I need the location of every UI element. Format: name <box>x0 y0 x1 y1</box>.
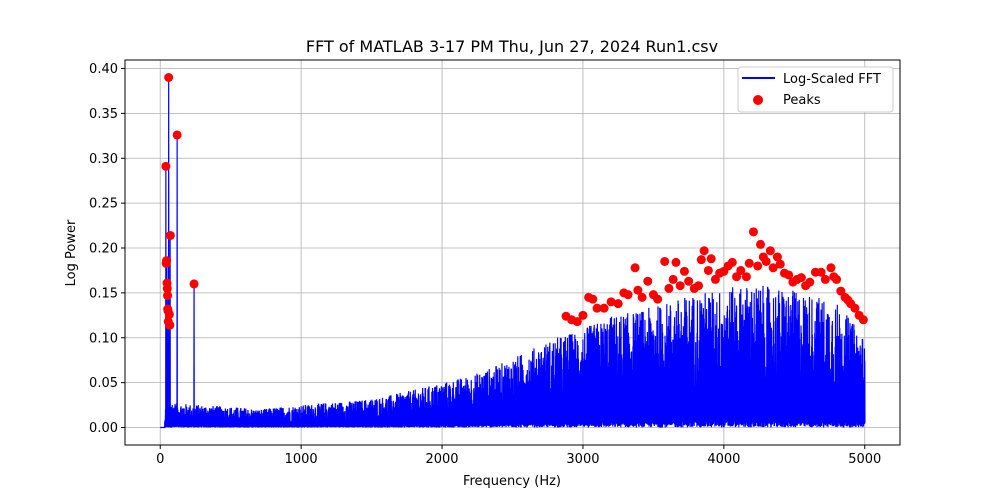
peak-point <box>832 274 842 284</box>
peak-point <box>578 310 588 320</box>
peak-point <box>165 320 175 330</box>
y-tick-label: 0.10 <box>89 331 118 346</box>
peak-point <box>653 294 663 304</box>
peak-point <box>694 281 703 291</box>
peak-point <box>826 263 836 273</box>
y-tick-label: 0.40 <box>89 62 118 77</box>
peak-point <box>761 256 771 266</box>
peak-point <box>679 266 689 276</box>
peak-point <box>741 272 751 282</box>
y-tick-label: 0.15 <box>89 286 118 301</box>
x-axis-ticks: 0 1000 2000 3000 4000 5000 <box>156 445 881 467</box>
peak-point <box>675 281 685 291</box>
peak-point <box>816 267 826 277</box>
peak-point <box>671 257 681 267</box>
peak-point <box>633 285 643 295</box>
x-tick-label: 0 <box>156 452 164 467</box>
y-tick-label: 0.30 <box>89 152 118 167</box>
peaks-series <box>161 73 868 330</box>
y-tick-label: 0.35 <box>89 107 118 122</box>
x-tick-label: 5000 <box>848 452 881 467</box>
peak-point <box>623 290 633 300</box>
y-tick-label: 0.05 <box>89 376 118 391</box>
legend: Log-Scaled FFT Peaks <box>737 66 894 113</box>
x-tick-label: 1000 <box>285 452 318 467</box>
peak-point <box>164 73 174 82</box>
peak-point <box>599 303 609 313</box>
y-tick-label: 0.20 <box>89 242 118 257</box>
peak-point <box>820 274 830 284</box>
x-tick-label: 3000 <box>566 452 599 467</box>
peak-point <box>756 239 765 249</box>
peak-point <box>727 257 737 267</box>
peak-point <box>664 283 674 293</box>
peak-point <box>858 315 868 325</box>
peak-point <box>696 255 706 265</box>
peak-point <box>684 276 694 286</box>
x-axis-label: Frequency (Hz) <box>463 474 561 489</box>
legend-peaks-swatch <box>753 95 763 105</box>
peak-point <box>163 291 173 301</box>
fft-line-series <box>160 77 866 429</box>
legend-box <box>737 66 894 113</box>
peak-point <box>162 283 172 293</box>
peak-point <box>162 256 172 266</box>
peak-point <box>775 259 785 269</box>
peak-point <box>699 246 709 256</box>
peak-point <box>637 292 647 302</box>
peak-point <box>744 258 754 268</box>
peak-point <box>796 273 806 283</box>
y-axis-ticks: 0.00 0.05 0.10 0.15 0.20 0.25 0.30 0.35 0.40 <box>89 62 125 436</box>
fft-line <box>160 77 866 429</box>
peak-point <box>572 317 582 327</box>
x-tick-label: 4000 <box>707 452 740 467</box>
peak-point <box>165 230 175 240</box>
plot-area: 0 1000 2000 3000 4000 5000 0.000.050.100.150.… <box>89 59 901 467</box>
peak-point <box>805 277 815 287</box>
x-tick-label: 2000 <box>425 452 458 467</box>
peak-point <box>613 299 623 309</box>
peak-point <box>643 276 653 286</box>
peak-point <box>630 263 640 273</box>
peak-point <box>606 297 616 307</box>
peak-point <box>592 303 602 313</box>
peak-point <box>784 270 794 280</box>
peak-point <box>172 130 182 140</box>
peak-point <box>161 161 171 171</box>
peak-point <box>164 309 174 319</box>
peak-point <box>772 252 782 262</box>
plot-frame <box>124 59 901 446</box>
legend-peaks-label: Peaks <box>783 93 821 108</box>
chart-title: FFT of MATLAB 3-17 PM Thu, Jun 27, 2024 … <box>306 37 718 56</box>
peak-point <box>768 263 778 273</box>
peak-point <box>703 265 713 275</box>
peak-point <box>753 261 763 271</box>
peak-point <box>765 246 775 256</box>
peak-point <box>668 274 678 284</box>
legend-line-label: Log-Scaled FFT <box>783 72 881 87</box>
peak-point <box>736 265 746 275</box>
peak-point <box>706 254 716 264</box>
y-tick-label: 0.25 <box>89 197 118 212</box>
peak-point <box>660 256 670 266</box>
peak-point <box>850 303 860 313</box>
y-tick-label: 0.00 <box>89 421 118 436</box>
peak-point <box>588 294 598 304</box>
peak-point <box>189 279 199 289</box>
peak-point <box>748 227 758 237</box>
y-axis-label: Log Power <box>64 219 79 286</box>
